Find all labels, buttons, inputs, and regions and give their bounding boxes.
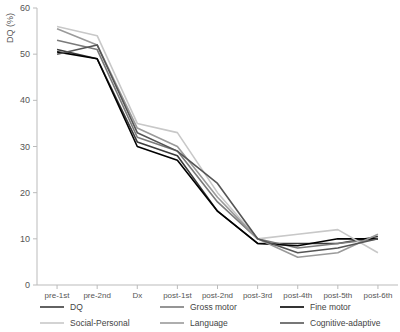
legend-label: Gross motor: [190, 302, 237, 312]
x-tick: [57, 285, 58, 289]
series-line: [57, 40, 378, 248]
x-tick: [377, 285, 378, 289]
x-tick: [137, 285, 138, 289]
y-tick-label: 10: [20, 234, 30, 244]
legend-swatch: [160, 322, 184, 324]
y-tick: [33, 100, 37, 101]
legend-swatch: [280, 306, 304, 308]
y-tick-label: 20: [20, 188, 30, 198]
legend-label: Language: [190, 318, 228, 328]
y-tick: [33, 54, 37, 55]
y-axis-label: DQ (%): [5, 13, 15, 43]
legend-label: Social-Personal: [70, 318, 130, 328]
y-tick-label: 40: [20, 95, 30, 105]
series-line: [57, 29, 378, 258]
y-tick: [33, 8, 37, 9]
x-tick-label: post-4th: [283, 291, 312, 300]
x-tick: [217, 285, 218, 289]
x-tick: [257, 285, 258, 289]
legend-label: Fine motor: [310, 302, 351, 312]
x-tick-label: post-3rd: [243, 291, 272, 300]
y-tick-label: 0: [25, 280, 30, 290]
legend-label: Cognitive-adaptive: [310, 318, 381, 328]
series-line: [57, 50, 378, 244]
series-line: [57, 45, 378, 253]
x-tick-label: post-5th: [323, 291, 352, 300]
x-tick-label: Dx: [132, 291, 142, 300]
x-tick-label: pre-1st: [45, 291, 71, 300]
y-tick-label: 60: [20, 3, 30, 13]
x-tick: [297, 285, 298, 289]
chart: 0 10 20 30 40 50 60 DQ (%) pre-1st pre-2nd Dx post-…: [0, 0, 400, 332]
legend-label: DQ: [70, 302, 83, 312]
y-tick-label: 30: [20, 142, 30, 152]
x-tick: [337, 285, 338, 289]
y-tick-label: 50: [20, 49, 30, 59]
x-tick-label: post-6th: [363, 291, 392, 300]
legend-swatch: [280, 322, 304, 324]
x-tick: [97, 285, 98, 289]
y-tick: [33, 238, 37, 239]
legend-swatch: [160, 306, 184, 308]
x-tick: [177, 285, 178, 289]
y-tick: [33, 146, 37, 147]
series-line: [57, 52, 378, 246]
plot-lines: [57, 26, 378, 257]
y-tick: [33, 192, 37, 193]
legend-swatch: [40, 306, 64, 308]
y-tick: [33, 285, 37, 286]
x-tick-label: post-1st: [163, 291, 192, 300]
x-tick-label: post-2nd: [202, 291, 233, 300]
legend-swatch: [40, 322, 64, 324]
x-tick-label: pre-2nd: [83, 291, 111, 300]
